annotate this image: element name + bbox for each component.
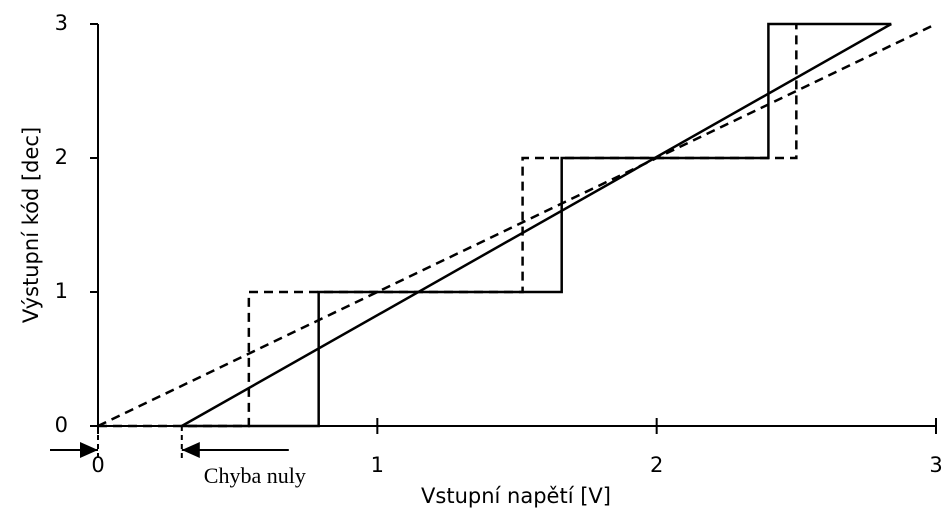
x-tick-label: 1 xyxy=(371,453,384,477)
y-tick-label: 0 xyxy=(55,413,68,437)
line-series xyxy=(97,22,937,428)
y-tick-label: 2 xyxy=(55,145,68,169)
y-tick-label: 1 xyxy=(55,279,68,303)
annotation-text: Chyba nuly xyxy=(204,463,306,488)
line-series xyxy=(181,22,892,428)
y-axis-label: Výstupní kód [dec] xyxy=(19,127,43,323)
line-series xyxy=(98,24,798,428)
x-tick-label: 0 xyxy=(91,453,104,477)
y-tick-label: 3 xyxy=(55,11,68,35)
x-tick-label: 3 xyxy=(929,453,942,477)
x-axis-label: Vstupní napětí [V] xyxy=(421,484,611,508)
x-tick-label: 2 xyxy=(650,453,663,477)
line-series xyxy=(181,22,892,428)
